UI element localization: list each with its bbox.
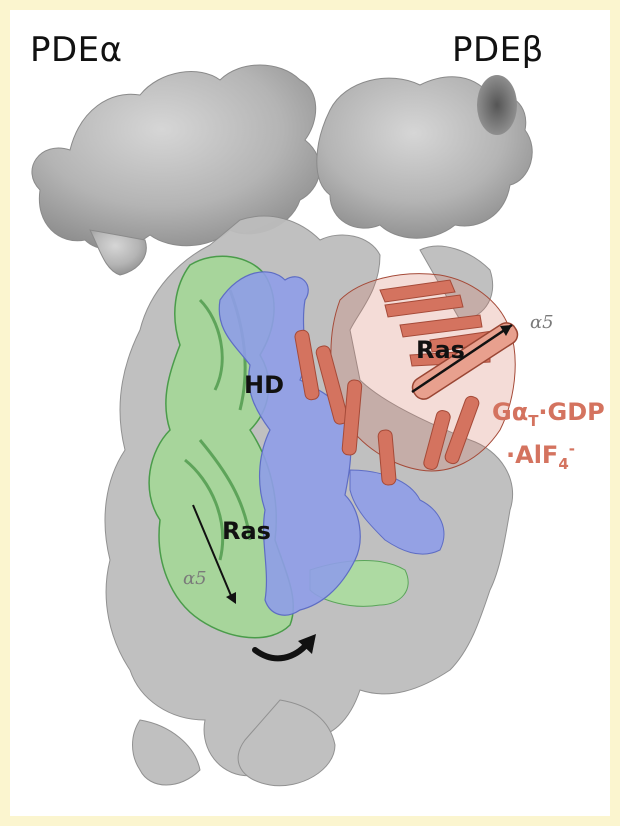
gdp-suffix: ·GDP: [538, 398, 605, 426]
alf-prefix: ·AlF: [506, 441, 559, 469]
galpha-subscript: T: [528, 411, 539, 430]
galpha-gdp-label: GαT·GDP: [492, 398, 605, 430]
alf-superscript: -: [568, 440, 575, 458]
hd-domain-label: HD: [244, 371, 285, 399]
alf-subscript: 4: [558, 454, 569, 473]
alpha5-helix-right: [411, 322, 519, 400]
pde-alpha-label: PDEα: [30, 30, 123, 70]
galpha-prefix: Gα: [492, 398, 529, 426]
ras-right-label: Ras: [416, 336, 465, 364]
pde-beta-label: PDEβ: [452, 30, 544, 70]
alf4-label: ·AlF4-: [506, 440, 575, 473]
pde-beta-lobe: [316, 76, 533, 239]
blue-density: [218, 271, 445, 616]
alpha5-arrow-left: [192, 504, 236, 604]
ras-left-label: Ras: [222, 517, 271, 545]
alpha5-right-label: α5: [530, 312, 554, 333]
pde-alpha-lobe: [31, 64, 321, 276]
pde-beta-dark-tip: [477, 75, 517, 135]
rotation-arrow: [252, 634, 316, 662]
alpha5-left-label: α5: [183, 568, 207, 589]
